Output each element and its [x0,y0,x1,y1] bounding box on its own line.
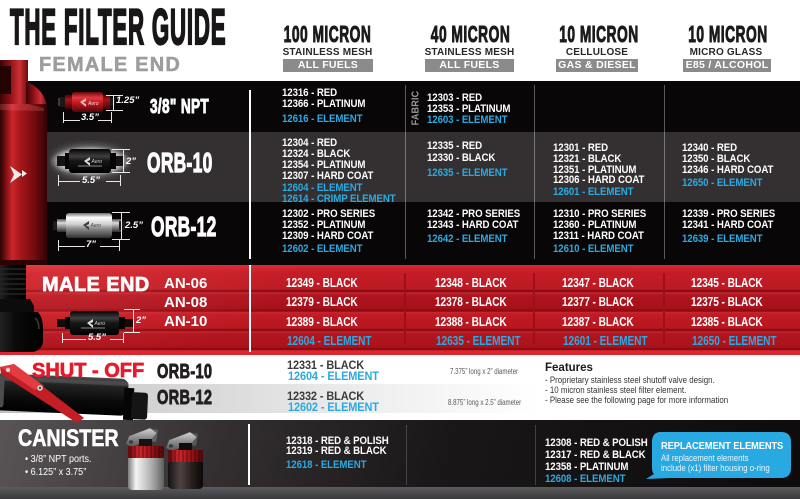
svg-text:Aero: Aero [87,101,99,107]
svg-text:Aero: Aero [94,321,106,327]
svg-text:Aero: Aero [90,223,102,229]
svg-text:Aero: Aero [91,159,103,165]
